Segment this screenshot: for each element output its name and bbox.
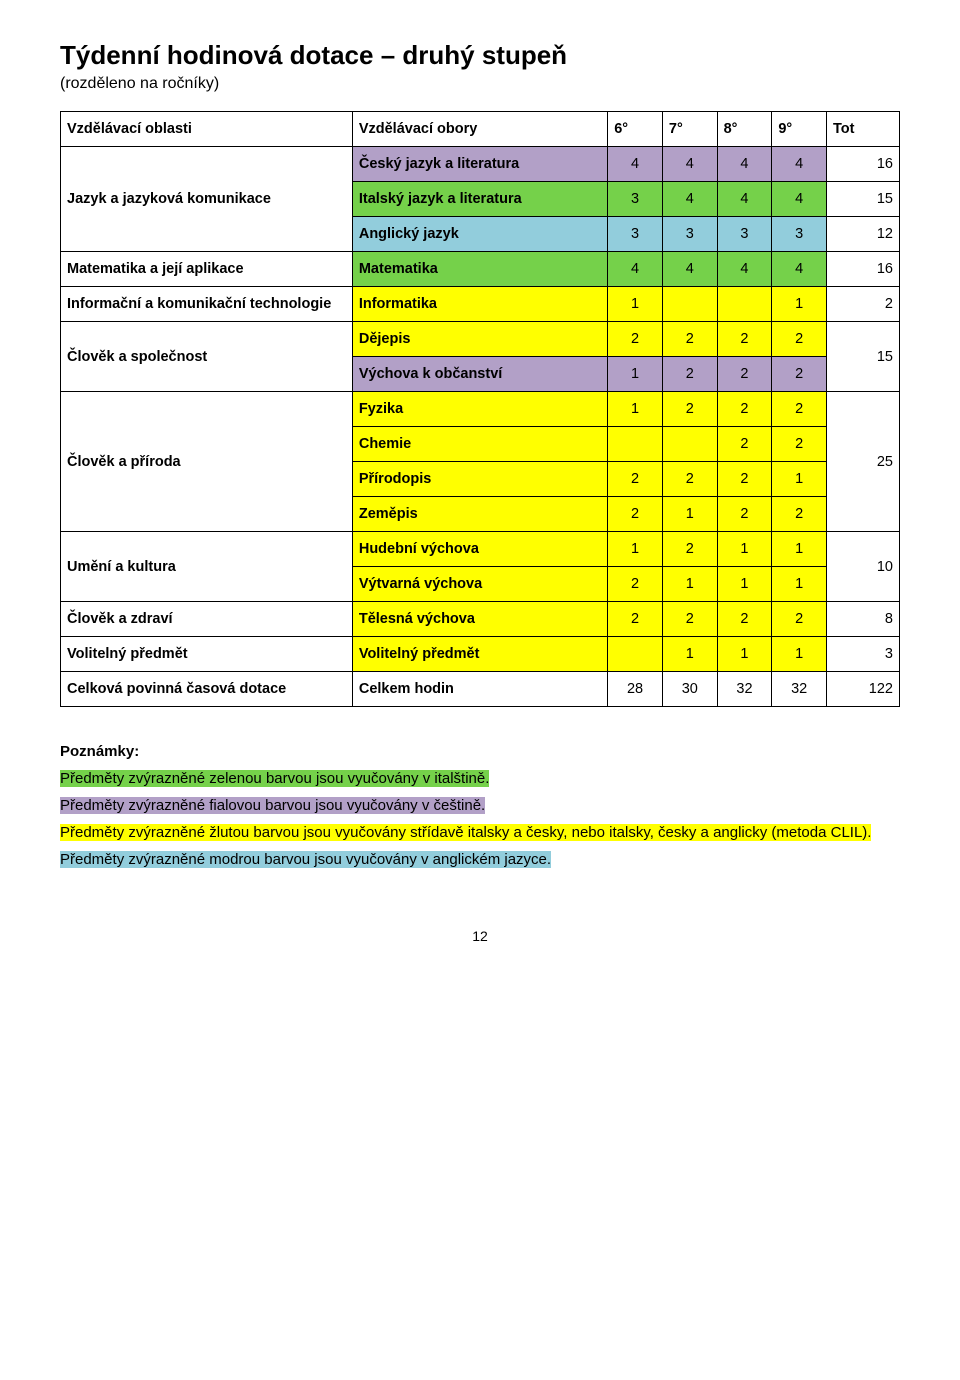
notes-section: Poznámky: Předměty zvýrazněné zelenou ba… <box>60 743 900 868</box>
subject-cell: Matematika <box>352 252 607 287</box>
subject-cell: Anglický jazyk <box>352 217 607 252</box>
note-text: Předměty zvýrazněné zelenou barvou jsou … <box>60 770 489 787</box>
table-row: Volitelný předmětVolitelný předmět1113 <box>61 637 900 672</box>
subject-cell: Český jazyk a literatura <box>352 147 607 182</box>
note-item: Předměty zvýrazněné fialovou barvou jsou… <box>60 797 900 814</box>
area-cell: Člověk a zdraví <box>61 602 353 637</box>
note-text: Předměty zvýrazněné fialovou barvou jsou… <box>60 797 485 814</box>
table-total-row: Celková povinná časová dotaceCelkem hodi… <box>61 672 900 707</box>
note-item: Předměty zvýrazněné žlutou barvou jsou v… <box>60 824 900 841</box>
page-number: 12 <box>60 928 900 944</box>
table-row: Člověk a společnostDějepis222215 <box>61 322 900 357</box>
table-row: Člověk a přírodaFyzika122225 <box>61 392 900 427</box>
subject-cell: Volitelný předmět <box>352 637 607 672</box>
note-text: Předměty zvýrazněné žlutou barvou jsou v… <box>60 824 871 841</box>
note-item: Předměty zvýrazněné modrou barvou jsou v… <box>60 851 900 868</box>
subject-cell: Výchova k občanství <box>352 357 607 392</box>
note-text: Předměty zvýrazněné modrou barvou jsou v… <box>60 851 551 868</box>
table-header-row: Vzdělávací oblastiVzdělávací obory6°7°8°… <box>61 112 900 147</box>
subject-cell: Fyzika <box>352 392 607 427</box>
subject-cell: Informatika <box>352 287 607 322</box>
subject-cell: Hudební výchova <box>352 532 607 567</box>
note-item: Předměty zvýrazněné zelenou barvou jsou … <box>60 770 900 787</box>
subject-cell: Zeměpis <box>352 497 607 532</box>
page-subtitle: (rozděleno na ročníky) <box>60 75 900 93</box>
area-cell: Umění a kultura <box>61 532 353 602</box>
subject-cell: Dějepis <box>352 322 607 357</box>
area-cell: Člověk a společnost <box>61 322 353 392</box>
area-cell: Volitelný předmět <box>61 637 353 672</box>
area-cell: Informační a komunikační technologie <box>61 287 353 322</box>
subject-cell: Tělesná výchova <box>352 602 607 637</box>
table-row: Matematika a její aplikaceMatematika4444… <box>61 252 900 287</box>
page-title: Týdenní hodinová dotace – druhý stupeň <box>60 40 900 71</box>
allocation-table: Vzdělávací oblastiVzdělávací obory6°7°8°… <box>60 111 900 707</box>
subject-cell: Výtvarná výchova <box>352 567 607 602</box>
subject-cell: Italský jazyk a literatura <box>352 182 607 217</box>
table-row: Člověk a zdravíTělesná výchova22228 <box>61 602 900 637</box>
area-cell: Matematika a její aplikace <box>61 252 353 287</box>
area-cell: Jazyk a jazyková komunikace <box>61 147 353 252</box>
notes-label: Poznámky: <box>60 743 900 760</box>
area-cell: Člověk a příroda <box>61 392 353 532</box>
table-row: Jazyk a jazyková komunikaceČeský jazyk a… <box>61 147 900 182</box>
subject-cell: Přírodopis <box>352 462 607 497</box>
table-row: Umění a kulturaHudební výchova121110 <box>61 532 900 567</box>
table-row: Informační a komunikační technologieInfo… <box>61 287 900 322</box>
subject-cell: Chemie <box>352 427 607 462</box>
